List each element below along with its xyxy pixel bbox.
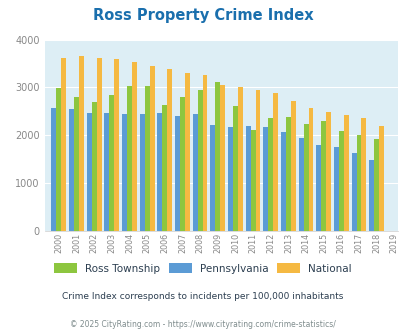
Bar: [184, 73, 190, 231]
Bar: [132, 62, 136, 231]
Bar: [303, 124, 308, 231]
Bar: [210, 125, 215, 231]
Bar: [167, 69, 172, 231]
Bar: [79, 56, 84, 231]
Bar: [373, 139, 378, 231]
Bar: [308, 108, 313, 231]
Bar: [369, 160, 373, 231]
Bar: [92, 102, 96, 231]
Bar: [162, 105, 167, 231]
Bar: [69, 109, 74, 231]
Bar: [215, 82, 220, 231]
Bar: [157, 113, 162, 231]
Bar: [285, 117, 290, 231]
Bar: [273, 93, 277, 231]
Bar: [343, 115, 348, 231]
Text: © 2025 CityRating.com - https://www.cityrating.com/crime-statistics/: © 2025 CityRating.com - https://www.city…: [70, 320, 335, 329]
Bar: [192, 114, 197, 231]
Bar: [61, 58, 66, 231]
Bar: [56, 88, 61, 231]
Bar: [149, 66, 154, 231]
Bar: [109, 95, 114, 231]
Bar: [139, 114, 144, 231]
Bar: [360, 118, 366, 231]
Bar: [356, 135, 360, 231]
Bar: [378, 126, 383, 231]
Bar: [315, 145, 320, 231]
Bar: [87, 113, 92, 231]
Bar: [197, 90, 202, 231]
Bar: [202, 75, 207, 231]
Bar: [250, 130, 255, 231]
Bar: [255, 90, 260, 231]
Bar: [290, 101, 295, 231]
Bar: [144, 86, 149, 231]
Bar: [232, 106, 237, 231]
Bar: [74, 97, 79, 231]
Bar: [263, 127, 268, 231]
Bar: [228, 127, 232, 231]
Bar: [51, 108, 56, 231]
Bar: [104, 113, 109, 231]
Bar: [280, 132, 285, 231]
Bar: [179, 97, 184, 231]
Bar: [298, 138, 303, 231]
Bar: [237, 87, 242, 231]
Bar: [338, 131, 343, 231]
Bar: [268, 118, 273, 231]
Bar: [127, 86, 132, 231]
Bar: [245, 126, 250, 231]
Text: Crime Index corresponds to incidents per 100,000 inhabitants: Crime Index corresponds to incidents per…: [62, 292, 343, 301]
Legend: Ross Township, Pennsylvania, National: Ross Township, Pennsylvania, National: [50, 259, 355, 278]
Bar: [96, 58, 101, 231]
Bar: [333, 147, 338, 231]
Bar: [320, 121, 325, 231]
Bar: [122, 114, 127, 231]
Bar: [351, 153, 356, 231]
Bar: [175, 116, 179, 231]
Bar: [220, 85, 225, 231]
Bar: [325, 112, 330, 231]
Bar: [114, 59, 119, 231]
Text: Ross Property Crime Index: Ross Property Crime Index: [92, 8, 313, 23]
